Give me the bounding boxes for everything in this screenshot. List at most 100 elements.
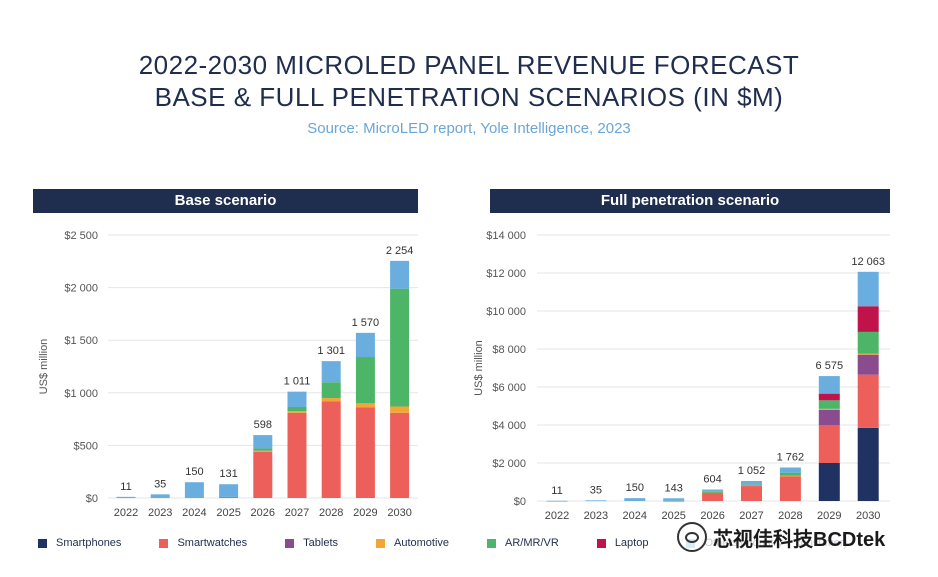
base-bar-ar-mr-vr-2028 — [321, 382, 341, 399]
legend-label: Tablets — [303, 537, 338, 549]
full-bar-smartwatches-2029 — [818, 425, 840, 463]
base-xtick-label-2024: 2024 — [182, 507, 206, 519]
full-scenario-banner: Full penetration scenario — [490, 189, 890, 213]
legend-swatch — [596, 538, 606, 548]
full-bar-others-2025 — [663, 498, 685, 501]
base-bar-smartwatches-2029 — [355, 407, 375, 498]
full-total-label-2028: 1 762 — [777, 452, 805, 464]
base-bar-smartwatches-2028 — [321, 401, 341, 498]
base-ytick-label: $2 000 — [64, 283, 98, 295]
base-bar-others-2030 — [390, 260, 410, 289]
legend-label: Laptop — [614, 537, 649, 549]
base-scenario-banner: Base scenario — [33, 189, 418, 213]
full-bar-ar-mr-vr-2029 — [818, 400, 840, 409]
full-bar-smartwatches-2028 — [779, 476, 801, 501]
base-total-label-2024: 150 — [185, 466, 203, 478]
base-ylabel: US$ million — [38, 339, 50, 395]
full-total-label-2027: 1 052 — [738, 465, 766, 477]
base-bar-smartwatches-2026 — [253, 451, 273, 498]
base-bar-others-2026 — [253, 435, 273, 449]
base-total-label-2028: 1 301 — [317, 345, 345, 357]
base-ytick-label: $1 500 — [64, 335, 98, 347]
full-xtick-label-2023: 2023 — [584, 510, 608, 522]
base-total-label-2029: 1 570 — [352, 317, 380, 329]
full-xtick-label-2024: 2024 — [623, 510, 647, 522]
legend-item-laptop: Laptop — [596, 537, 649, 549]
base-bar-automotive-2028 — [321, 398, 341, 402]
base-xtick-label-2030: 2030 — [387, 507, 411, 519]
base-bar-ar-mr-vr-2025 — [219, 496, 239, 498]
full-ytick-label: $8 000 — [492, 344, 526, 356]
full-bar-automotive-2028 — [779, 475, 801, 477]
base-xtick-label-2026: 2026 — [251, 507, 275, 519]
legend-label: Smartwatches — [177, 537, 248, 549]
base-xtick-label-2022: 2022 — [114, 507, 138, 519]
full-bar-smartwatches-2026 — [702, 492, 724, 501]
base-xtick-label-2025: 2025 — [216, 507, 240, 519]
base-xtick-label-2023: 2023 — [148, 507, 172, 519]
full-bar-ar-mr-vr-2030 — [857, 331, 879, 354]
base-xtick-label-2028: 2028 — [319, 507, 343, 519]
full-bar-smartphones-2030 — [857, 427, 879, 501]
full-ylabel: US$ million — [473, 340, 485, 396]
full-bar-others-2022 — [546, 500, 568, 502]
base-bar-others-2023 — [150, 494, 170, 498]
full-xtick-label-2028: 2028 — [778, 510, 802, 522]
full-ytick-label: $14 000 — [486, 230, 526, 242]
legend-swatch — [159, 538, 169, 548]
legend-swatch — [487, 538, 497, 548]
base-ytick-label: $1 000 — [64, 388, 98, 400]
full-ytick-label: $2 000 — [492, 458, 526, 470]
base-bar-ar-mr-vr-2027 — [287, 407, 307, 412]
full-bar-others-2024 — [624, 498, 646, 501]
base-bar-others-2028 — [321, 361, 341, 383]
base-bar-ar-mr-vr-2030 — [390, 288, 410, 407]
legend-item-automotive: Automotive — [376, 537, 449, 549]
base-bar-automotive-2030 — [390, 406, 410, 413]
full-xtick-label-2026: 2026 — [700, 510, 724, 522]
full-total-label-2022: 11 — [551, 485, 562, 497]
base-bar-automotive-2029 — [355, 403, 375, 408]
full-xtick-label-2025: 2025 — [661, 510, 685, 522]
base-bar-smartwatches-2030 — [390, 412, 410, 498]
full-bar-tablets-2029 — [818, 409, 840, 425]
base-total-label-2023: 35 — [154, 478, 166, 490]
base-total-label-2025: 131 — [219, 468, 237, 480]
full-bar-ar-mr-vr-2025 — [663, 500, 685, 502]
legend-label: AR/MR/VR — [505, 537, 559, 549]
base-ytick-label: $0 — [86, 493, 98, 505]
full-bar-tablets-2030 — [857, 354, 879, 375]
base-bar-others-2025 — [219, 484, 239, 497]
full-xtick-label-2029: 2029 — [817, 510, 841, 522]
watermark-text: 芯视佳科技BCDtek — [713, 528, 886, 551]
base-total-label-2027: 1 011 — [284, 376, 311, 388]
full-bar-ar-mr-vr-2026 — [702, 491, 724, 493]
full-bar-others-2026 — [702, 489, 724, 492]
legend-swatch — [38, 538, 47, 548]
full-xtick-label-2030: 2030 — [856, 510, 880, 522]
full-total-label-2030: 12 063 — [851, 256, 885, 268]
full-ytick-label: $6 000 — [492, 382, 526, 394]
legend-swatch — [285, 538, 295, 548]
full-bar-others-2030 — [857, 271, 879, 307]
full-ytick-label: $10 000 — [486, 306, 526, 318]
legend-item-smartwatches: Smartwatches — [159, 537, 247, 549]
base-bar-automotive-2026 — [253, 450, 273, 452]
legend-swatch — [376, 538, 385, 548]
chart-title-line1: 2022-2030 MICROLED PANEL REVENUE FORECAS… — [138, 50, 800, 80]
legend-item-smartphones: Smartphones — [38, 537, 121, 549]
base-total-label-2030: 2 254 — [386, 245, 414, 257]
base-bar-others-2024 — [184, 482, 204, 498]
full-ytick-label: $0 — [514, 496, 526, 508]
chart-title-line2: BASE & FULL PENETRATION SCENARIOS (IN $M… — [154, 82, 784, 112]
full-total-label-2026: 604 — [703, 474, 721, 486]
full-xtick-label-2027: 2027 — [739, 510, 763, 522]
full-bar-others-2029 — [818, 376, 840, 394]
base-total-label-2026: 598 — [254, 419, 272, 431]
full-total-label-2023: 35 — [590, 484, 602, 496]
full-bar-smartwatches-2027 — [741, 485, 762, 501]
full-ytick-label: $4 000 — [492, 420, 526, 432]
full-bar-ar-mr-vr-2027 — [741, 484, 762, 486]
full-bar-others-2023 — [585, 500, 607, 502]
base-bar-ar-mr-vr-2026 — [253, 448, 273, 451]
